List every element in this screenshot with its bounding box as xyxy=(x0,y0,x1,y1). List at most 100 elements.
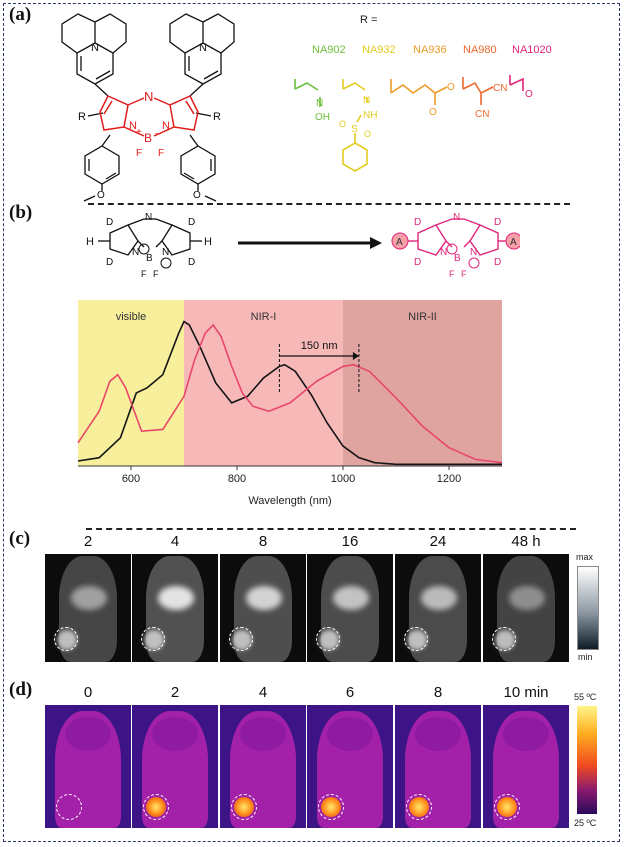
acceptor-a: A xyxy=(396,237,403,248)
atom-o: O xyxy=(525,89,533,100)
atom-d: D xyxy=(494,257,501,268)
separator-a-b xyxy=(88,203,570,205)
atom-n: N xyxy=(453,212,460,223)
cyano-group: CN xyxy=(493,83,507,94)
molecule-name-na902: NA902 xyxy=(312,44,346,56)
tumor-circle xyxy=(404,627,428,651)
thermal-colorbar xyxy=(577,706,597,814)
thermal-colorbar-min: 25 ºC xyxy=(574,818,597,828)
atom-nh: NH xyxy=(363,110,377,121)
r-group-left: R xyxy=(78,111,86,123)
region-nir-ii xyxy=(343,300,502,466)
fluorescence-colorbar-max: max xyxy=(576,552,594,562)
atom-n: N xyxy=(363,95,370,106)
panel-b-reaction: H H D D D D N N N B F F A A D D D D N N … xyxy=(86,212,520,279)
atom-f: F xyxy=(461,269,467,279)
mouse-head xyxy=(327,717,373,751)
plus-charge: + xyxy=(136,127,142,138)
thermal-colorbar-max: 55 ºC xyxy=(574,692,597,702)
mouse-head xyxy=(503,717,549,751)
time-label: 2 xyxy=(83,533,93,550)
atom-s: S xyxy=(351,124,358,135)
plus-charge-circle xyxy=(160,257,172,269)
time-label: 24 xyxy=(429,533,447,550)
atom-d: D xyxy=(106,257,113,268)
x-axis-label: Wavelength (nm) xyxy=(248,495,331,507)
thermal-image xyxy=(45,705,131,828)
atom-b: B xyxy=(454,253,461,264)
liver-signal xyxy=(421,586,457,610)
x-tick-label: 1200 xyxy=(437,473,461,485)
molecule-name-na980: NA980 xyxy=(463,44,497,56)
liver-signal xyxy=(246,586,282,610)
fluorescence-colorbar-min: min xyxy=(578,652,593,662)
atom-n: N xyxy=(162,247,169,258)
atom-o: O xyxy=(447,82,455,93)
cyano-group: CN xyxy=(475,109,489,120)
r-group-right: R xyxy=(213,111,221,123)
tumor-circle xyxy=(141,627,165,651)
atom-n: N xyxy=(470,247,477,258)
atom-d: D xyxy=(414,217,421,228)
acceptor-circle-left xyxy=(391,232,409,250)
molecule-name-na936: NA936 xyxy=(413,44,447,56)
acceptor-circle-right xyxy=(505,232,520,250)
time-label: 16 xyxy=(341,533,359,550)
atom-d: D xyxy=(188,217,195,228)
liver-signal xyxy=(71,586,107,610)
tumor-circle xyxy=(229,627,253,651)
atom-o: O xyxy=(193,190,201,201)
atom-o: O xyxy=(97,190,105,201)
time-label: 8 xyxy=(433,684,443,701)
atom-f: F xyxy=(158,148,164,159)
fluorescence-image xyxy=(483,554,569,662)
absorption-spectrum-chart: visible NIR-I NIR-II 150 nm 600 800 1000 1200 Wa… xyxy=(77,300,503,507)
liver-signal xyxy=(509,586,545,610)
tumor-circle xyxy=(54,627,78,651)
time-label: 0 xyxy=(83,684,93,701)
x-tick-label: 600 xyxy=(122,473,140,485)
atom-o: O xyxy=(364,129,371,139)
time-label: 2 xyxy=(170,684,180,701)
atom-o: O xyxy=(339,119,346,129)
time-label: 8 xyxy=(258,533,268,550)
panel-a-structure: N N N B + − F F R R N N O O xyxy=(61,13,235,202)
time-label: 6 xyxy=(345,684,355,701)
region-label: visible xyxy=(116,311,147,323)
panel-c-label: (c) xyxy=(9,528,31,549)
atom-f: F xyxy=(141,269,147,279)
separator-b-c xyxy=(86,528,576,530)
panel-b-label: (b) xyxy=(9,202,33,223)
acceptor-a: A xyxy=(510,237,517,248)
fluorescence-image xyxy=(395,554,481,662)
atom-b: B xyxy=(144,131,152,145)
fluorescence-image xyxy=(45,554,131,662)
atom-n: N xyxy=(132,247,139,258)
tumor-circle xyxy=(318,794,344,820)
series-line-1 xyxy=(77,320,502,466)
thermal-image xyxy=(483,705,569,828)
mouse-head xyxy=(415,717,461,751)
r-group-structures: N OH N NH S O O O O CN CN O xyxy=(294,75,533,172)
fluorescence-image xyxy=(307,554,393,662)
liver-signal xyxy=(333,586,369,610)
time-label: 4 xyxy=(258,684,268,701)
atom-n: N xyxy=(91,42,99,54)
r-group-header: R = xyxy=(360,14,378,26)
annotation-arrowhead xyxy=(352,352,359,360)
atom-b: B xyxy=(146,253,153,264)
mouse-head xyxy=(65,717,111,751)
atom-n: N xyxy=(440,247,447,258)
minus-charge-circle xyxy=(138,243,150,255)
atom-h: H xyxy=(204,236,212,248)
atom-h: H xyxy=(86,236,94,248)
atom-d: D xyxy=(494,217,501,228)
mouse-head xyxy=(240,717,286,751)
liver-signal xyxy=(158,586,194,610)
time-label: 48 h xyxy=(511,533,541,550)
atom-n: N xyxy=(129,120,137,132)
atom-d: D xyxy=(414,257,421,268)
time-label: 4 xyxy=(170,533,180,550)
plus-charge-circle xyxy=(468,257,480,269)
time-label: 10 min xyxy=(503,684,549,701)
